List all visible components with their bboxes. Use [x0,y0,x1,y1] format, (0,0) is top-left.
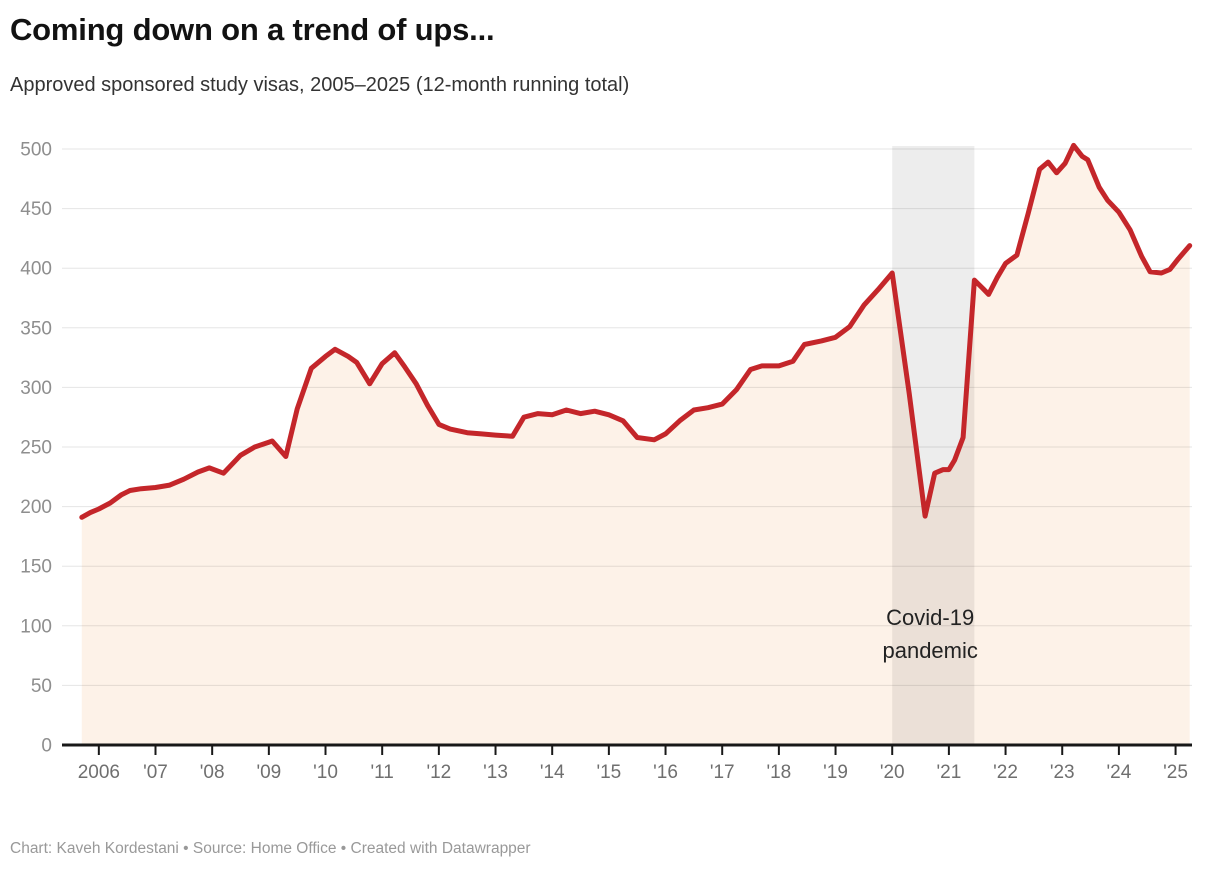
covid-annotation-line1: Covid-19 [886,605,974,630]
x-tick-label: '18 [766,762,791,783]
y-tick-label: 50 [31,676,52,697]
y-tick-label: 0 [41,736,52,757]
x-tick-label: '13 [483,762,508,783]
x-tick-label: '15 [596,762,621,783]
x-tick-label: '19 [823,762,848,783]
area-fill [81,145,1190,745]
chart-title: Coming down on a trend of ups... [10,12,495,47]
x-tick-label: '10 [313,762,338,783]
x-tick-label: '20 [880,762,905,783]
y-tick-label: 150 [20,557,52,578]
x-tick-label: '11 [371,762,394,783]
x-tick-label: '08 [200,762,225,783]
trend-line [79,142,1193,520]
x-tick-label: '12 [426,762,451,783]
y-tick-label: 200 [20,497,52,518]
chart-subtitle: Approved sponsored study visas, 2005–202… [10,74,630,96]
x-tick-label: '25 [1163,762,1188,783]
y-tick-label: 300 [20,378,52,399]
x-tick-label: '21 [937,762,962,783]
x-tick-label: '14 [540,762,565,783]
chart-footer: Chart: Kaveh Kordestani • Source: Home O… [10,840,531,857]
x-tick-label: '17 [710,762,735,783]
x-tick-label: '07 [143,762,168,783]
y-tick-label: 350 [20,318,52,339]
y-tick-label: 450 [20,199,52,220]
y-tick-label: 400 [20,259,52,280]
x-tick-label: '16 [653,762,678,783]
x-tick-label: '23 [1050,762,1075,783]
y-tick-label: 100 [20,616,52,637]
x-tick-label: '09 [256,762,281,783]
x-tick-label: '22 [993,762,1018,783]
covid-annotation-line2: pandemic [882,638,977,663]
x-tick-label: 2006 [78,762,120,783]
y-tick-label: 500 [20,140,52,161]
y-tick-label: 250 [20,438,52,459]
x-tick-label: '24 [1107,762,1132,783]
